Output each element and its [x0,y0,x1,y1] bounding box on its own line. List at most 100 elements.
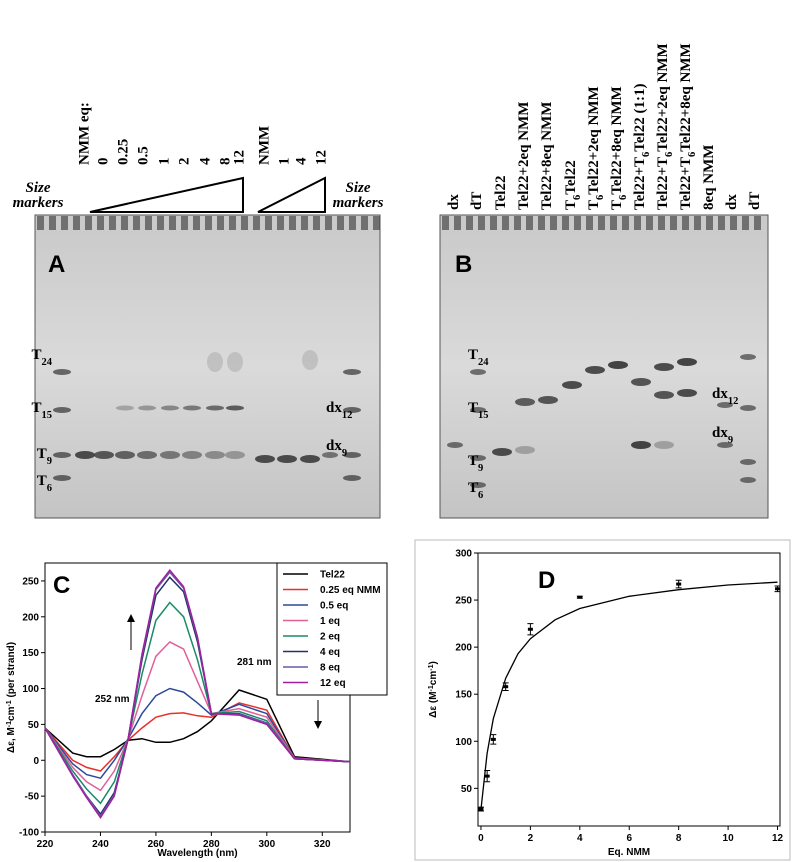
gel-band [343,452,361,458]
gel-well [622,216,629,230]
gel-well [586,216,593,230]
gel-well [706,216,713,230]
gel-band [343,369,361,375]
lane-label-part: Tel22 (1:1) [632,84,648,152]
data-point [503,685,509,689]
legend-label: 1 eq [320,616,340,627]
gel-band [470,482,486,488]
y-tick-label: 250 [22,576,39,587]
gel-band [255,455,275,463]
gel-well [754,216,761,230]
gel-well [289,216,296,230]
lane-label: 1 [156,158,172,166]
gel-band [740,354,756,360]
lane-label: Tel22+8eq NMM [539,102,555,210]
lane-label: Tel22 [493,176,509,210]
data-point [490,737,496,741]
lane-label-part: 8eq NMM [701,145,717,210]
x-tick-label: 8 [676,833,682,844]
lane-label-part: dT [469,192,485,210]
size-marker-part: T [468,347,478,363]
size-markers-label: Size [345,180,370,196]
gel-well [229,216,236,230]
size-marker-part: T [37,446,47,462]
gel-band [53,452,71,458]
gel-well [742,216,749,230]
lane-label-part: 6 [595,195,606,200]
plot-frame [477,552,781,827]
size-marker-part: 24 [42,357,53,368]
y-tick-label: 0 [33,756,39,767]
x-tick-label: 6 [626,833,632,844]
panel-label: B [455,251,472,278]
size-marker-part: 12 [728,396,739,407]
x-tick-label: 260 [148,839,165,850]
gel-well [466,216,473,230]
size-marker: T24 [468,347,489,368]
lane-label-part: 6 [664,152,675,157]
gel-well [145,216,152,230]
gel-well [169,216,176,230]
lane-label: 0.25 [115,139,131,165]
size-marker-part: 6 [47,483,52,494]
gel-well [157,216,164,230]
data-point [484,774,490,778]
gel-band [470,369,486,375]
size-marker: T9 [37,446,52,467]
gel-band [654,391,674,399]
arrow-head [314,721,322,729]
lane-label: dx [724,194,740,210]
gel-band [322,452,338,458]
y-axis-title: Δε, M-1cm-1 (per strand) [6,642,18,753]
x-tick-label: 240 [92,839,109,850]
gel-b-image [439,214,769,519]
gel-band [492,448,512,456]
series-line [44,687,351,780]
lane-label: Tel22+2eq NMM [516,102,532,210]
size-marker: T6 [468,480,483,501]
gel-well [49,216,56,230]
size-markers-label: markers [333,195,384,211]
y-tick-label: -50 [25,792,40,803]
legend-label: Tel22 [320,570,345,581]
gel-band [53,407,71,413]
gel-band [470,407,486,413]
lane-label: Tel22+T6Tel22+2eq NMM [655,43,674,210]
gel-band [562,381,582,389]
legend-label: 0.25 eq NMM [320,585,381,596]
y-tick-label: 50 [461,784,473,795]
size-marker: T24 [31,347,52,368]
y-axis-title-part: Δε (M [428,691,439,717]
legend-box [276,562,388,696]
gel-well [502,216,509,230]
gel-well [646,216,653,230]
gel-band [608,361,628,369]
fit-line [480,581,778,810]
lane-label-part: dT [747,192,763,210]
size-marker: dx9 [712,425,733,446]
y-axis-title-part: cm [428,671,439,686]
gel-band [538,396,558,404]
lane-label: 4 [293,157,309,165]
gel-band [343,407,361,413]
gel-band [631,378,651,386]
size-marker-part: dx [326,400,342,416]
gel-well [454,216,461,230]
gel-band [447,442,463,448]
gel-well [301,216,308,230]
series-line [44,702,351,772]
lane-label: 8eq NMM [701,145,717,210]
gel-well [241,216,248,230]
gel-band [182,451,202,459]
gel-well [217,216,224,230]
lane-label: 8 [217,158,233,166]
size-markers-label: markers [13,195,64,211]
gel-well [490,216,497,230]
panel-label: C [53,572,70,599]
x-tick-label: 2 [528,833,534,844]
lane-label: 0 [95,158,111,166]
y-tick-label: 150 [455,690,472,701]
y-axis-title-part: -1 [428,664,435,670]
lane-label: NMM eq: [76,102,92,165]
lane-label: NMM [256,126,272,165]
